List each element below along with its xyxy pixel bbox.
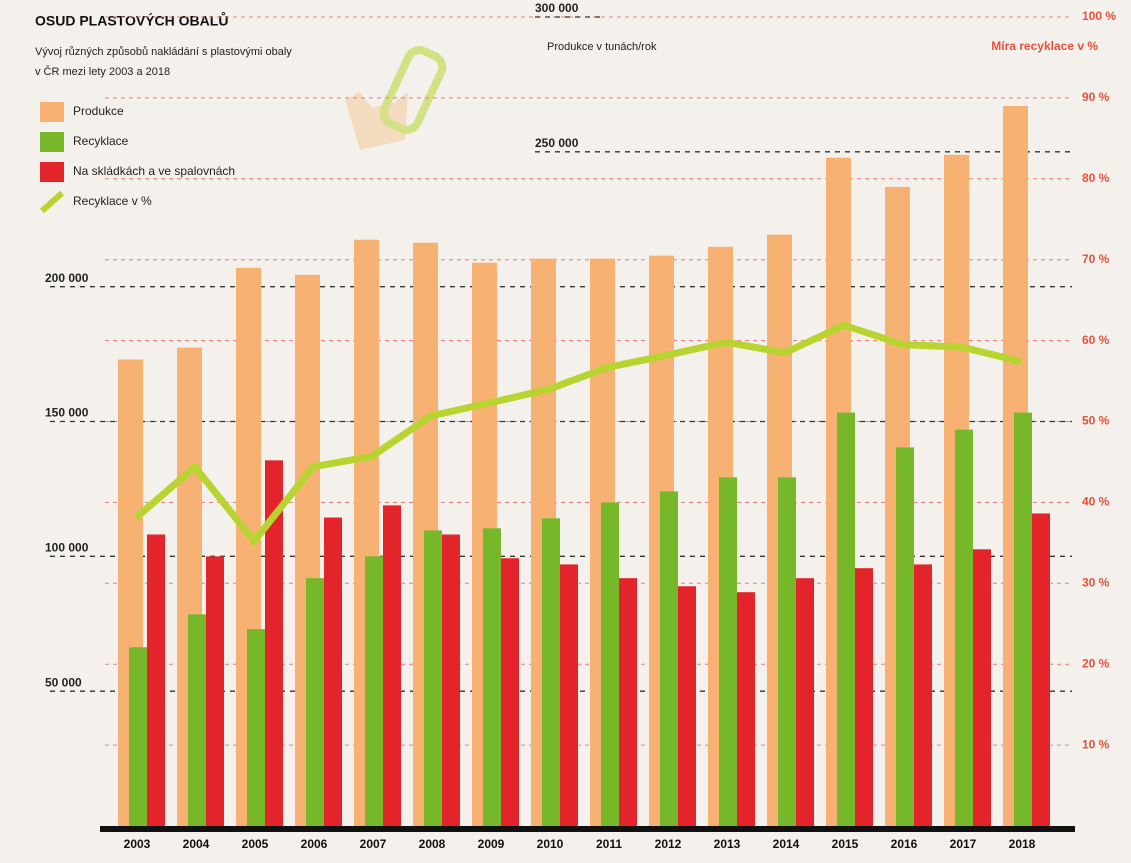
bar (424, 530, 442, 826)
y2-tick-label: 10 % (1082, 737, 1110, 751)
x-tick-label: 2005 (242, 837, 269, 851)
x-tick-label: 2007 (360, 837, 387, 851)
bar (483, 528, 501, 826)
bar (306, 578, 324, 826)
y2-tick-label: 90 % (1082, 90, 1110, 104)
chart: OSUD PLASTOVÝCH OBALŮ Vývoj různých způs… (0, 0, 1131, 863)
bar (855, 568, 873, 826)
y2-tick-label: 50 % (1082, 414, 1110, 428)
y-tick-label: 250 000 (535, 136, 579, 150)
bar (147, 534, 165, 826)
legend-label: Recyklace (73, 134, 129, 148)
x-tick-label: 2011 (596, 837, 622, 851)
bar (188, 614, 206, 826)
subtitle: Vývoj různých způsobů nakládání s plasto… (35, 46, 292, 58)
y-tick-label: 100 000 (45, 541, 89, 555)
bar (678, 586, 696, 826)
subtitle: v ČR mezi lety 2003 a 2018 (35, 65, 170, 78)
bar (914, 564, 932, 826)
legend-swatch (40, 162, 64, 182)
bar (365, 556, 383, 826)
x-tick-label: 2008 (419, 837, 446, 851)
x-tick-label: 2009 (478, 837, 505, 851)
y-tick-label: 300 000 (535, 1, 579, 15)
bar (1032, 513, 1050, 826)
x-tick-label: 2015 (832, 837, 859, 851)
bar (501, 558, 519, 826)
x-tick-label: 2014 (773, 837, 800, 851)
y2-tick-label: 70 % (1082, 252, 1110, 266)
bar (247, 629, 265, 826)
x-tick-label: 2004 (183, 837, 210, 851)
y-tick-label: 150 000 (45, 406, 89, 420)
y2-tick-label: 80 % (1082, 171, 1110, 185)
bar (619, 578, 637, 826)
bar (324, 518, 342, 826)
bar (837, 413, 855, 826)
y2-axis-label: Míra recyklace v % (991, 39, 1098, 53)
bar (660, 491, 678, 826)
x-tick-label: 2013 (714, 837, 741, 851)
bar (796, 578, 814, 826)
legend-label: Produkce (73, 104, 124, 118)
bar (973, 549, 991, 826)
legend-swatch (40, 102, 64, 122)
bar (442, 534, 460, 826)
chart-title: OSUD PLASTOVÝCH OBALŮ (35, 11, 228, 29)
bar (778, 477, 796, 826)
bar (206, 556, 224, 826)
y2-tick-label: 30 % (1082, 575, 1110, 589)
x-tick-label: 2010 (537, 837, 564, 851)
y2-tick-label: 100 % (1082, 9, 1116, 23)
y2-tick-label: 20 % (1082, 656, 1110, 670)
y2-tick-label: 40 % (1082, 495, 1110, 509)
x-axis (100, 826, 1075, 832)
y-tick-label: 50 000 (45, 675, 82, 689)
bar (129, 647, 147, 826)
x-tick-label: 2006 (301, 837, 328, 851)
bar (719, 477, 737, 826)
y2-tick-label: 60 % (1082, 333, 1110, 347)
bar (542, 518, 560, 826)
bar (896, 447, 914, 826)
legend-label: Na skládkách a ve spalovnách (73, 164, 235, 178)
x-tick-label: 2003 (124, 837, 151, 851)
bar (737, 592, 755, 826)
x-tick-label: 2016 (891, 837, 918, 851)
legend-label: Recyklace v % (73, 194, 152, 208)
y-axis-label: Produkce v tunách/rok (547, 41, 657, 53)
bar (1014, 413, 1032, 826)
y-tick-label: 200 000 (45, 271, 89, 285)
bar (560, 564, 578, 826)
bar (383, 505, 401, 826)
legend-swatch (40, 132, 64, 152)
x-tick-label: 2012 (655, 837, 682, 851)
x-tick-label: 2018 (1009, 837, 1036, 851)
bar (601, 502, 619, 826)
bar (955, 430, 973, 826)
x-tick-label: 2017 (950, 837, 977, 851)
